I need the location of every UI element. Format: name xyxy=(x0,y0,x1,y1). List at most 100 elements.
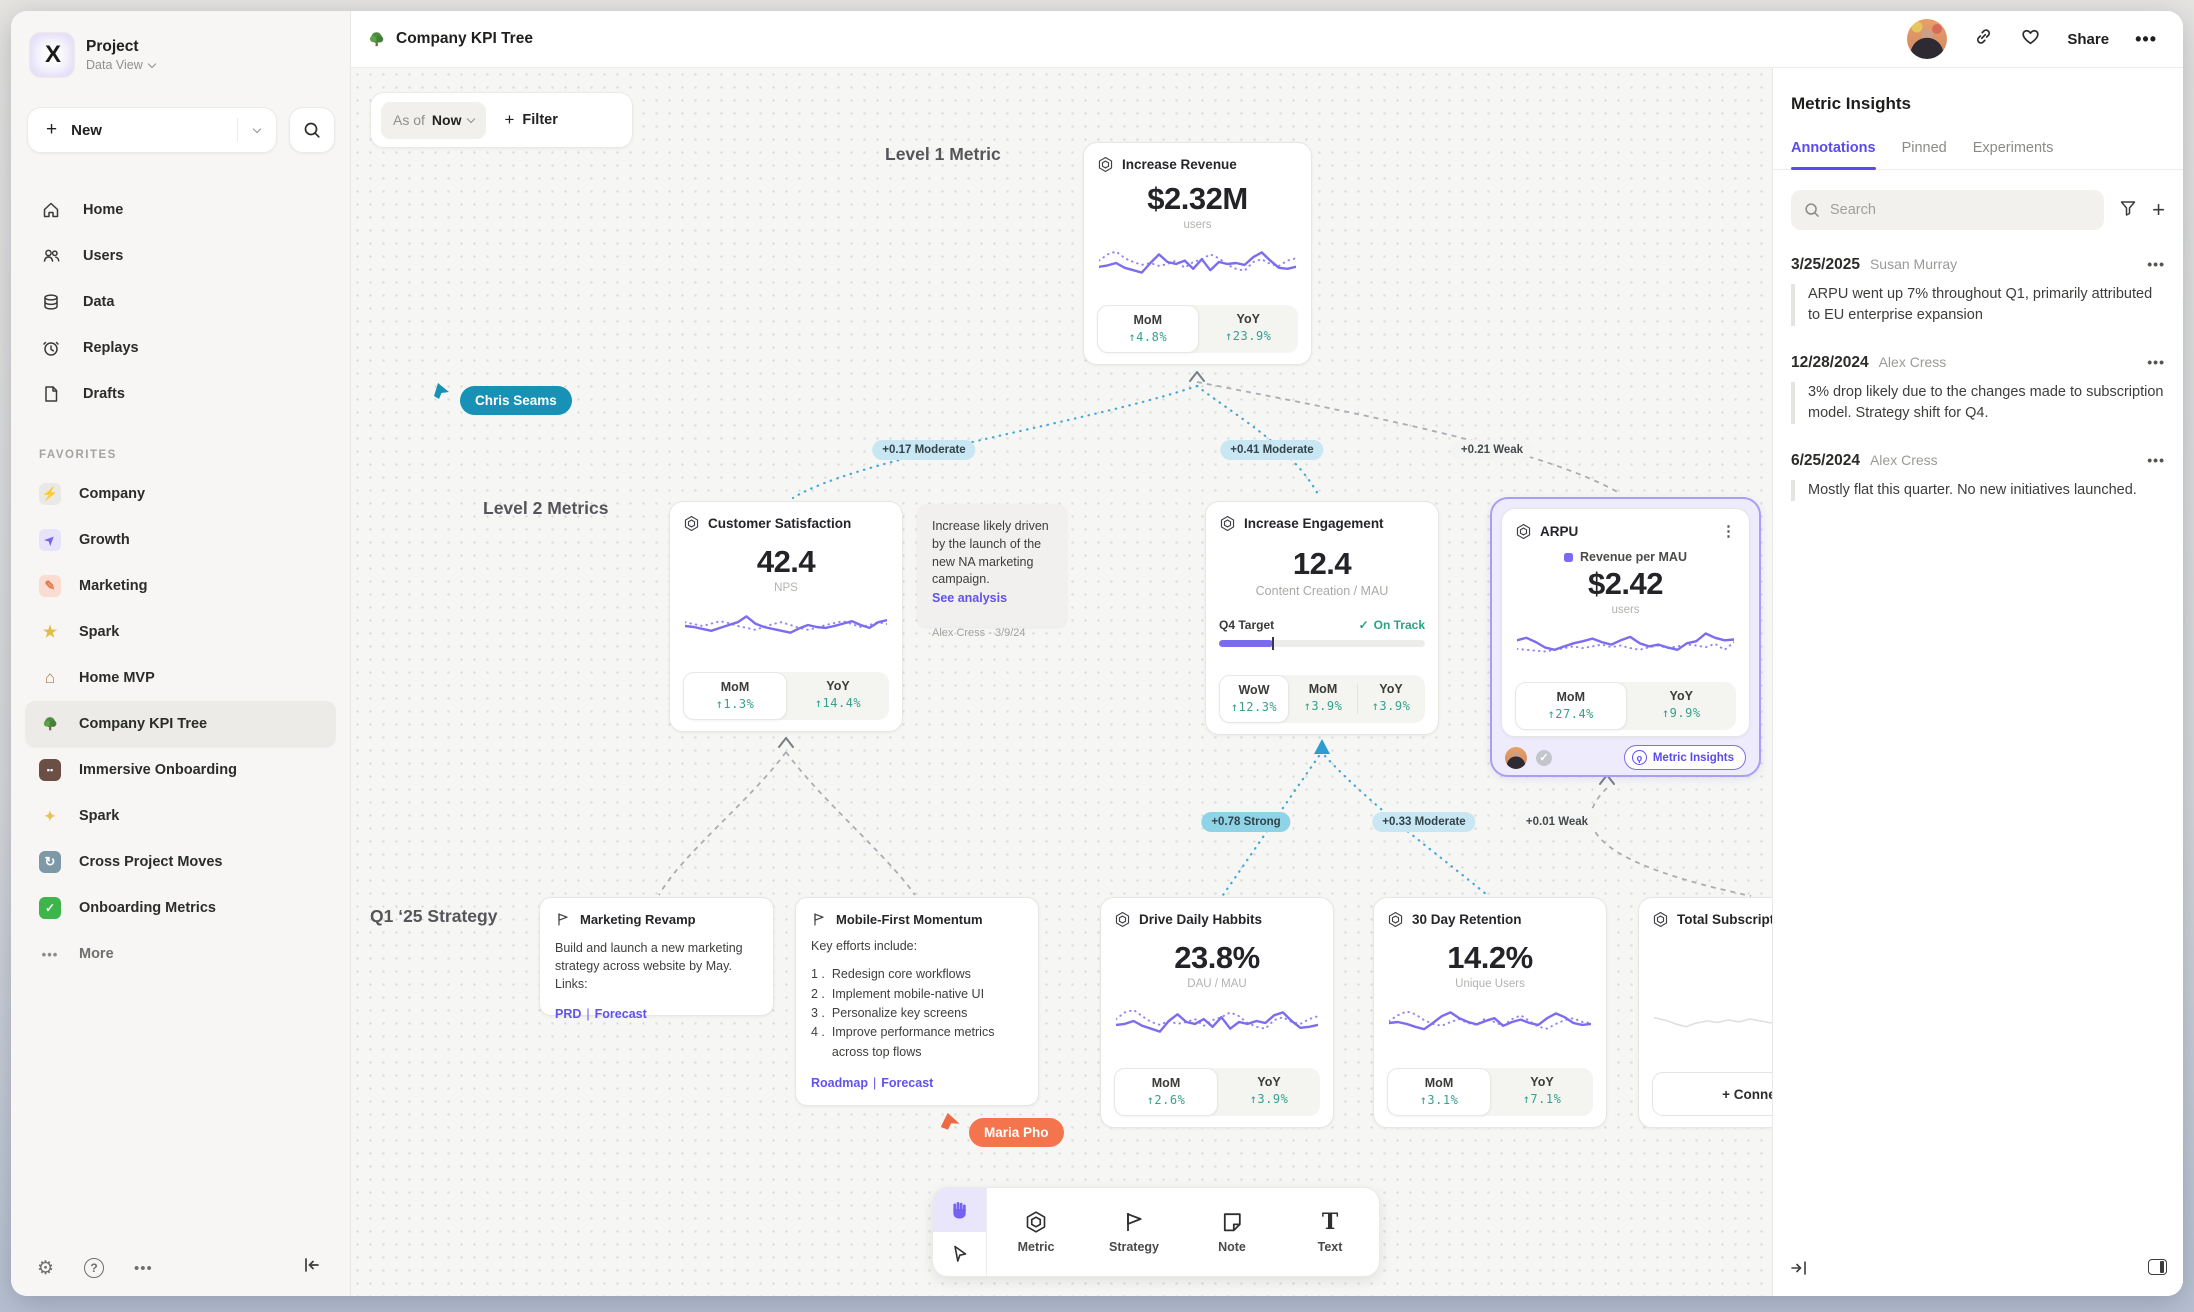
sidebar-item-immersive-onboarding[interactable]: ▪▪ Immersive Onboarding xyxy=(25,747,336,793)
edge-weight-label: +0.41 Moderate xyxy=(1220,440,1324,460)
cursor-name-label: Maria Pho xyxy=(969,1118,1064,1147)
filter-funnel-icon[interactable] xyxy=(2118,198,2138,223)
add-annotation-icon[interactable]: + xyxy=(2152,197,2165,222)
strategy-card-mobile-first[interactable]: Mobile-First Momentum Key efforts includ… xyxy=(795,897,1039,1106)
sidebar-search-button[interactable] xyxy=(289,107,335,153)
note-card[interactable]: Increase likely driven by the launch of … xyxy=(917,504,1067,639)
see-analysis-link[interactable]: See analysis xyxy=(932,591,1008,605)
collapse-sidebar-icon[interactable] xyxy=(302,1256,322,1280)
target-progress: Q4 Target ✓ On Track xyxy=(1219,618,1425,661)
metric-unit: Content Creation / MAU xyxy=(1255,584,1389,598)
edge-weight-label: +0.17 Moderate xyxy=(872,440,976,460)
collapse-panel-icon[interactable] xyxy=(1789,1259,1809,1282)
favorite-heart-icon[interactable] xyxy=(2020,26,2041,52)
filter-button[interactable]: + Filter xyxy=(504,110,557,130)
sidebar-item-replays[interactable]: Replays xyxy=(11,325,350,371)
lightbulb-icon: ϙ xyxy=(1631,750,1647,765)
sidebar-item-spark-2[interactable]: ✦ Spark xyxy=(25,793,336,839)
tool-label: Note xyxy=(1218,1240,1246,1254)
project-view-label: Data View xyxy=(86,58,143,72)
metric-insights-button[interactable]: ϙ Metric Insights xyxy=(1623,745,1746,770)
prd-link[interactable]: PRD xyxy=(555,1007,582,1022)
search-input[interactable] xyxy=(1830,202,2093,218)
metric-card-drive-daily-habits[interactable]: Drive Daily Habbits 23.8% DAU / MAU MoM ↑… xyxy=(1100,897,1334,1128)
annotation-menu-icon[interactable]: ••• xyxy=(2147,354,2165,371)
kebab-menu-icon[interactable]: ⋮ xyxy=(1721,523,1736,540)
sidebar-item-growth[interactable]: ➤ Growth xyxy=(25,517,336,563)
metric-value: $2.42 xyxy=(1587,566,1664,601)
annotations-search[interactable] xyxy=(1791,190,2105,230)
annotation-text: ARPU went up 7% throughout Q1, primarily… xyxy=(1791,284,2165,327)
level-1-heading: Level 1 Metric xyxy=(885,144,1001,164)
sidebar-item-company[interactable]: ⚡ Company xyxy=(25,471,336,517)
share-button[interactable]: Share xyxy=(2067,30,2110,48)
sidebar-item-home[interactable]: Home xyxy=(11,187,350,233)
metric-card-increase-engagement[interactable]: Increase Engagement 12.4 Content Creatio… xyxy=(1205,501,1439,735)
wave-arrow-icon: ↻ xyxy=(39,851,61,873)
roadmap-link[interactable]: Roadmap xyxy=(811,1076,868,1090)
copy-link-icon[interactable] xyxy=(1973,26,1994,52)
cursor-name-label: Chris Seams xyxy=(460,386,572,415)
more-menu-icon[interactable]: ••• xyxy=(2135,28,2157,49)
note-tool-button[interactable]: Note xyxy=(1183,1188,1281,1276)
metric-wow: WoW ↑12.3% xyxy=(1219,675,1289,723)
strategy-card-marketing-revamp[interactable]: Marketing Revamp Build and launch a new … xyxy=(539,897,774,1021)
sidebar-item-more[interactable]: ••• More xyxy=(25,931,336,977)
connect-button[interactable]: + Connect xyxy=(1652,1072,1772,1116)
sidebar-item-data[interactable]: Data xyxy=(11,279,350,325)
tab-annotations[interactable]: Annotations xyxy=(1791,140,1876,170)
annotation-menu-icon[interactable]: ••• xyxy=(2147,452,2165,469)
sidebar-item-users[interactable]: Users xyxy=(11,233,350,279)
metric-card-30-day-retention[interactable]: 30 Day Retention 14.2% Unique Users MoM ↑… xyxy=(1373,897,1607,1128)
note-icon xyxy=(1223,1213,1241,1232)
project-view[interactable]: Data View xyxy=(86,58,156,72)
rocket-icon: ➤ xyxy=(39,529,61,551)
annotation-item[interactable]: 6/25/2024 Alex Cress ••• Mostly flat thi… xyxy=(1791,452,2165,502)
toggle-sidebar-icon[interactable] xyxy=(2148,1259,2167,1275)
more-options-icon[interactable]: ••• xyxy=(134,1259,153,1277)
metric-card-customer-satisfaction[interactable]: Customer Satisfaction 42.4 NPS MoM ↑1.3% … xyxy=(669,501,903,732)
metric-card-arpu-selected[interactable]: ARPU ⋮ Revenue per MAU $2.42 users MoM ↑2… xyxy=(1490,497,1761,777)
tab-experiments[interactable]: Experiments xyxy=(1972,140,2054,156)
annotation-text: Mostly flat this quarter. No new initiat… xyxy=(1791,480,2165,502)
sidebar-item-cross-project-moves[interactable]: ↻ Cross Project Moves xyxy=(25,839,336,885)
sidebar-item-marketing[interactable]: ✎ Marketing xyxy=(25,563,336,609)
sparkline-placeholder xyxy=(1653,996,1772,1044)
strategy-tool-button[interactable]: Strategy xyxy=(1085,1188,1183,1276)
edge-weight-label: +0.21 Weak xyxy=(1450,440,1534,460)
metric-tool-button[interactable]: Metric xyxy=(987,1188,1085,1276)
kpi-tree-canvas[interactable]: As of Now + Filter Level 1 Metric Level … xyxy=(351,68,1772,1296)
new-button[interactable]: + New xyxy=(27,107,277,153)
metric-yoy: YoY ↑14.4% xyxy=(814,679,862,710)
page-title: Company KPI Tree xyxy=(396,30,533,47)
sidebar-item-company-kpi-tree[interactable]: Company KPI Tree xyxy=(25,701,336,747)
as-of-selector[interactable]: As of Now xyxy=(381,101,487,139)
sidebar-item-drafts[interactable]: Drafts xyxy=(11,371,350,417)
forecast-link[interactable]: Forecast xyxy=(594,1007,647,1022)
project-switcher[interactable]: X Project Data View xyxy=(11,11,350,77)
settings-gear-icon[interactable]: ⚙ xyxy=(37,1257,55,1279)
annotation-date: 3/25/2025 xyxy=(1791,256,1860,273)
tab-pinned[interactable]: Pinned xyxy=(1901,140,1947,156)
metric-unit: DAU / MAU xyxy=(1187,978,1247,990)
metric-card-increase-revenue[interactable]: Increase Revenue $2.32M users MoM ↑4.8% Y… xyxy=(1083,142,1312,365)
user-avatar[interactable] xyxy=(1907,19,1948,59)
sidebar-item-label: Spark xyxy=(79,624,120,640)
sidebar-item-home-mvp[interactable]: ⌂ Home MVP xyxy=(25,655,336,701)
annotation-item[interactable]: 3/25/2025 Susan Murray ••• ARPU went up … xyxy=(1791,256,2165,327)
sidebar-item-spark[interactable]: ★ Spark xyxy=(25,609,336,655)
sidebar-item-onboarding-metrics[interactable]: ✓ Onboarding Metrics xyxy=(25,885,336,931)
metric-card-arpu[interactable]: ARPU ⋮ Revenue per MAU $2.42 users MoM ↑2… xyxy=(1501,508,1750,737)
help-icon[interactable]: ? xyxy=(84,1258,105,1278)
sidebar-item-label: Immersive Onboarding xyxy=(79,762,237,778)
new-dropdown-toggle[interactable] xyxy=(237,118,276,142)
hand-tool-button[interactable] xyxy=(933,1188,986,1232)
annotation-author: Susan Murray xyxy=(1869,256,1958,272)
select-tool-button[interactable] xyxy=(933,1232,986,1276)
forecast-link[interactable]: Forecast xyxy=(881,1076,934,1090)
annotation-item[interactable]: 12/28/2024 Alex Cress ••• 3% drop likely… xyxy=(1791,354,2165,425)
annotation-menu-icon[interactable]: ••• xyxy=(2147,256,2165,272)
metric-unit: users xyxy=(1183,219,1212,231)
text-tool-button[interactable]: T Text xyxy=(1281,1188,1379,1276)
metric-card-total-subscriptions[interactable]: Total Subscript + Connect xyxy=(1638,897,1772,1128)
